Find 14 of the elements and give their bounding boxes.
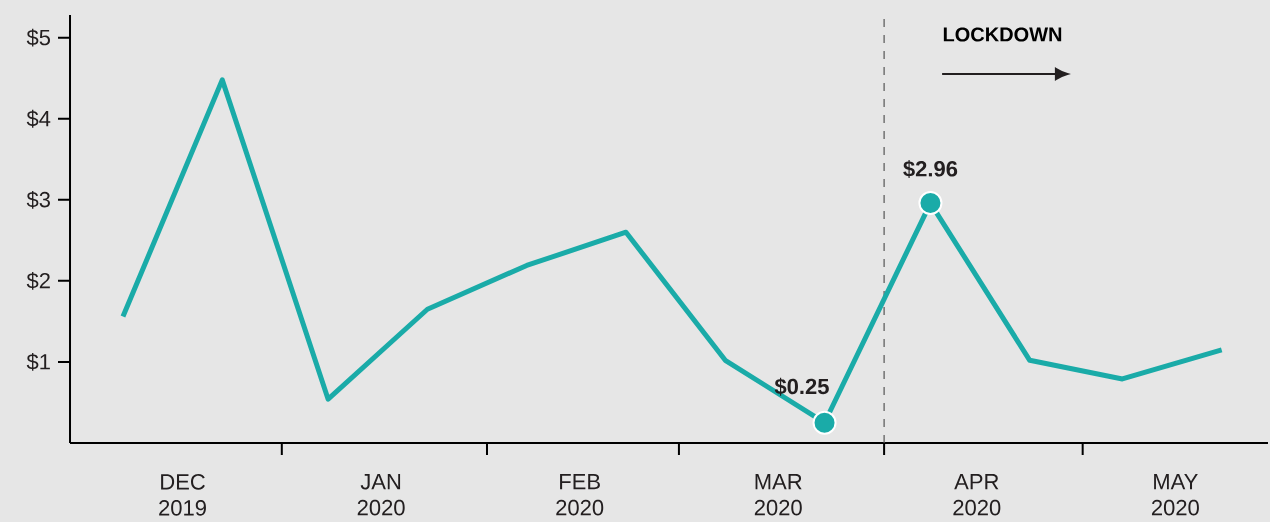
y-tick-label: $1 [26,352,50,371]
y-tick-label: $2 [26,271,50,290]
x-tick-label: MAR 2020 [754,473,802,516]
x-tick-label: MAY 2020 [1151,473,1199,516]
data-label: $0.25 [774,377,829,396]
y-tick-label: $3 [26,190,50,209]
y-tick-label: $5 [26,28,50,47]
y-tick-label: $4 [26,109,51,128]
x-tick-label: JAN 2020 [357,473,405,516]
x-tick-label: APR 2020 [953,473,1001,516]
data-label: $2.96 [903,159,958,178]
ref-line-label: LOCKDOWN [943,27,1062,42]
x-tick-label: DEC 2019 [159,473,206,516]
x-tick-label: FEB 2020 [556,473,604,516]
